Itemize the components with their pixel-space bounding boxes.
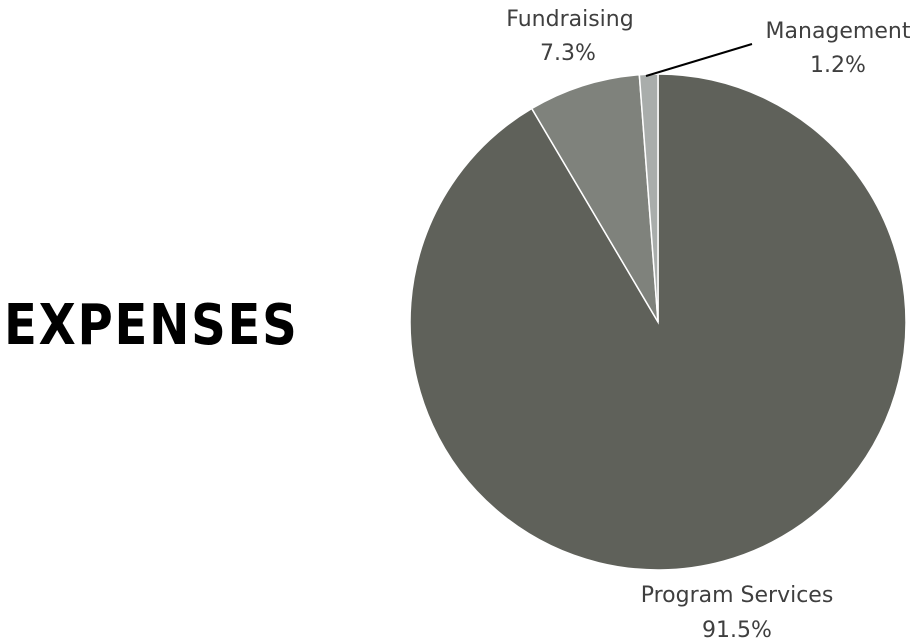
label-program-services: Program Services <box>641 583 834 608</box>
expenses-heading: EXPENSES <box>4 293 299 358</box>
value-fundraising: 7.3% <box>540 41 596 66</box>
pie-slices <box>409 73 907 571</box>
slice-fundraising <box>530 73 659 323</box>
value-management: 1.2% <box>810 53 866 78</box>
label-management: Management <box>766 19 911 44</box>
management-leader-line <box>645 43 753 77</box>
label-fundraising: Fundraising <box>506 7 633 32</box>
value-program-services: 91.5% <box>702 618 772 643</box>
